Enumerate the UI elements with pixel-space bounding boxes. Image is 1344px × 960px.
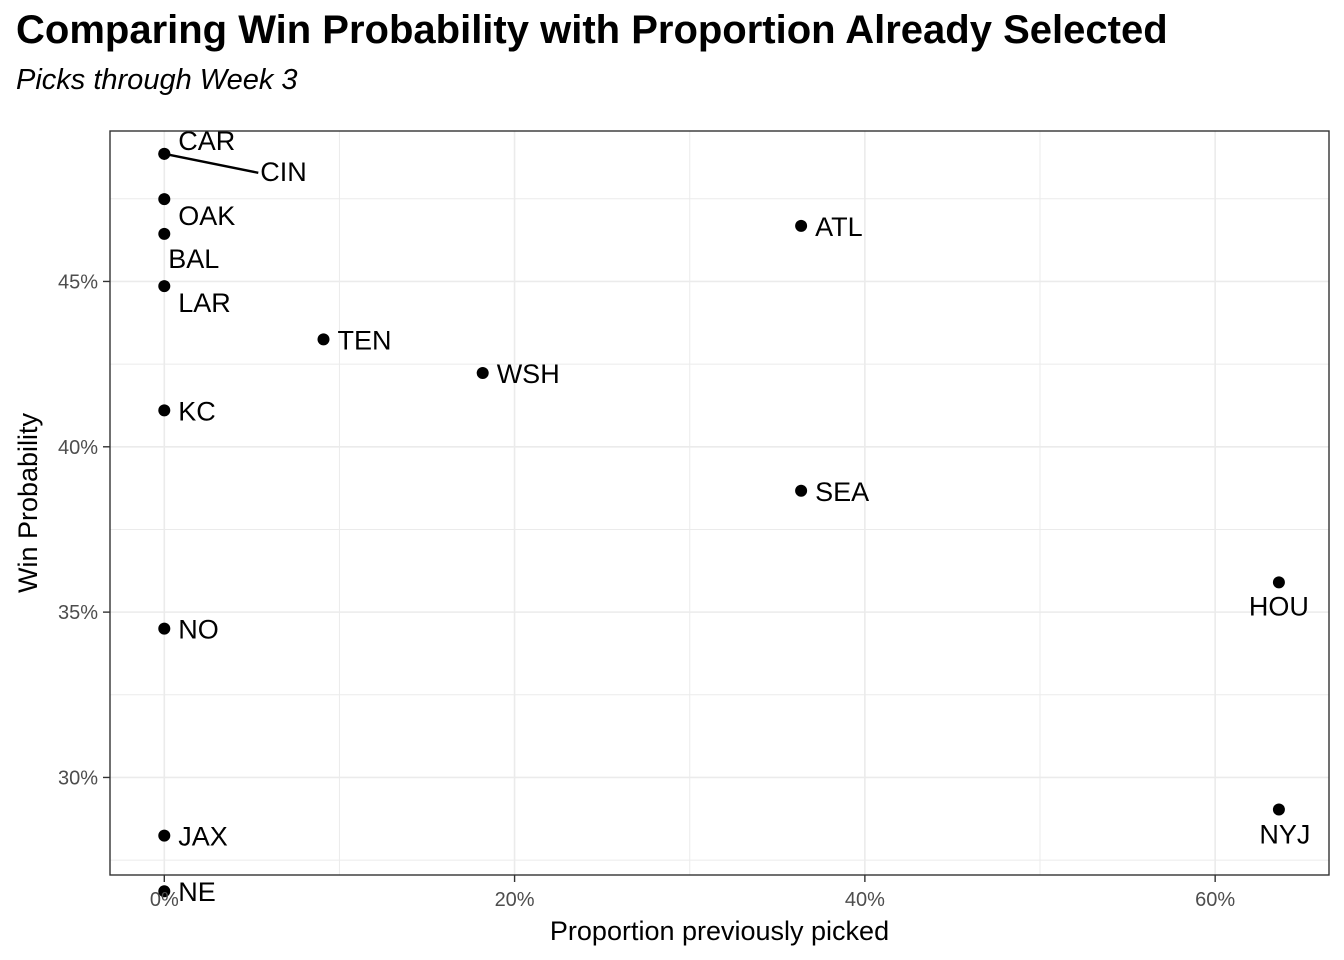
point-sea xyxy=(795,484,808,497)
x-tick-label: 60% xyxy=(1195,889,1235,911)
point-label-lar: LAR xyxy=(178,288,231,318)
data-points xyxy=(158,147,1285,898)
point-cin xyxy=(158,147,171,160)
point-nyj xyxy=(1272,803,1285,816)
point-label-sea: SEA xyxy=(815,477,869,507)
point-kc xyxy=(158,404,171,417)
point-wsh xyxy=(476,367,489,380)
panel-border xyxy=(109,130,1330,876)
point-label-hou: HOU xyxy=(1249,591,1309,621)
chart-title: Comparing Win Probability with Proportio… xyxy=(16,8,1168,52)
x-tick-label: 0% xyxy=(150,889,179,911)
point-label-nyj: NYJ xyxy=(1259,820,1310,850)
point-ne xyxy=(158,885,171,898)
point-hou xyxy=(1272,576,1285,589)
x-tick-label: 40% xyxy=(845,889,885,911)
point-label-oak: OAK xyxy=(178,201,235,231)
point-label-wsh: WSH xyxy=(497,359,560,389)
point-bal xyxy=(158,227,171,240)
major-grid xyxy=(110,131,1329,875)
y-tick-label: 45% xyxy=(58,271,98,293)
point-labels: CARCINOAKBALLARKCNOJAXNETENWSHATLSEAHOUN… xyxy=(168,126,1310,907)
x-tick-label: 20% xyxy=(495,889,535,911)
point-jax xyxy=(158,829,171,842)
y-axis-title: Win Probability xyxy=(13,412,43,593)
axes: 0% 20% 40% 60% 30% 35% 40% 45% xyxy=(58,271,1235,911)
point-label-ne: NE xyxy=(178,877,216,907)
y-tick-label: 30% xyxy=(58,767,98,789)
y-tick-label: 40% xyxy=(58,437,98,459)
point-label-no: NO xyxy=(178,615,219,645)
minor-grid xyxy=(110,131,1329,875)
point-label-bal: BAL xyxy=(168,244,219,274)
point-label-jax: JAX xyxy=(178,822,228,852)
label-leader-lines xyxy=(164,152,259,174)
leader-line-cin xyxy=(164,152,259,174)
point-atl xyxy=(795,219,808,232)
y-tick-label: 35% xyxy=(58,602,98,624)
point-no xyxy=(158,622,171,635)
chart-subtitle: Picks through Week 3 xyxy=(16,64,298,96)
x-axis-title: Proportion previously picked xyxy=(550,916,889,946)
point-label-cin: CIN xyxy=(260,157,307,187)
point-label-atl: ATL xyxy=(815,212,863,242)
point-ten xyxy=(317,333,330,346)
point-label-ten: TEN xyxy=(338,325,392,355)
point-oak xyxy=(158,193,171,206)
point-label-kc: KC xyxy=(178,396,216,426)
point-lar xyxy=(158,280,171,293)
